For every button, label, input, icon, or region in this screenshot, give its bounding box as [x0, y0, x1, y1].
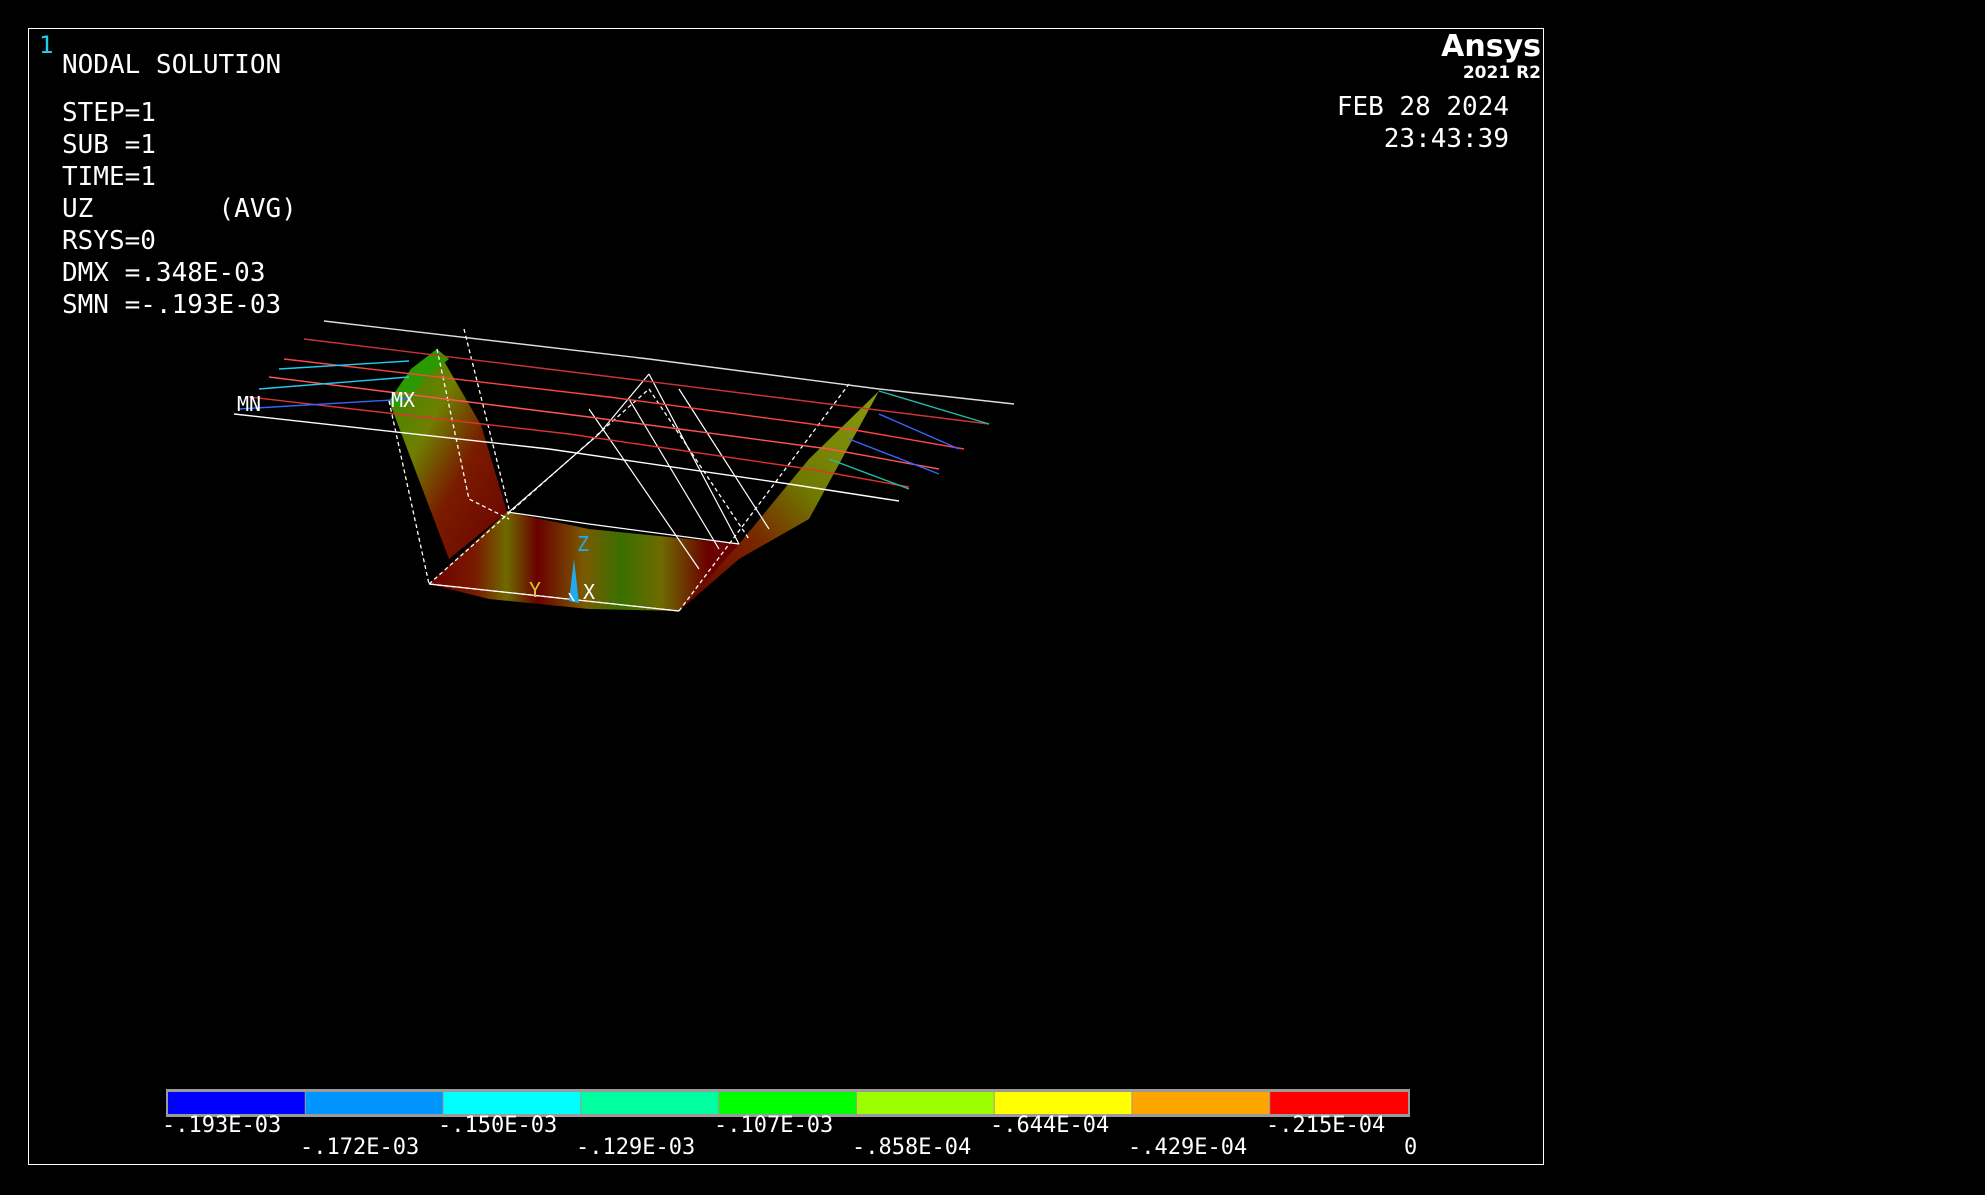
- legend-label-top-2: -.107E-03: [714, 1113, 834, 1138]
- info-component: UZ (AVG): [62, 194, 297, 224]
- legend-label-bottom-2: -.858E-04: [852, 1135, 972, 1160]
- window-number: 1: [39, 31, 54, 59]
- min-marker: MN: [237, 392, 261, 416]
- legend-swatch-6: [994, 1092, 1132, 1114]
- legend-swatch-1: [305, 1092, 443, 1114]
- legend-label-top-3: -.644E-04: [990, 1113, 1110, 1138]
- legend-swatch-4: [719, 1092, 856, 1114]
- model-plot: MN MX Z Y X: [233, 320, 1015, 612]
- brand-name: Ansys: [1441, 29, 1541, 64]
- plot-title: NODAL SOLUTION: [62, 50, 282, 80]
- info-time: TIME=1: [62, 162, 156, 192]
- legend-swatch-8: [1270, 1092, 1408, 1114]
- plot-date: FEB 28 2024: [1336, 92, 1509, 122]
- legend-label-top-1: -.150E-03: [438, 1113, 558, 1138]
- legend-label-bottom-3: -.429E-04: [1128, 1135, 1248, 1160]
- bottom-slab-surface: [429, 512, 739, 611]
- legend-label-top-0: -.193E-03: [162, 1113, 282, 1138]
- ansys-logo: Ansys 2021 R2: [1441, 29, 1541, 84]
- max-marker: MX: [391, 388, 415, 412]
- left-wall-surface: [389, 349, 507, 559]
- legend-label-bottom-4: 0: [1404, 1135, 1418, 1160]
- legend-swatch-2: [443, 1092, 581, 1114]
- triad-y-label: Y: [529, 578, 541, 602]
- legend-label-bottom-0: -.172E-03: [300, 1135, 420, 1160]
- info-smn: SMN =-.193E-03: [62, 290, 282, 320]
- legend-swatch-0: [168, 1092, 305, 1114]
- legend-swatch-7: [1132, 1092, 1270, 1114]
- legend-color-bar: [166, 1089, 1410, 1117]
- info-step: STEP=1: [62, 98, 156, 128]
- contour-legend: -.193E-03 -.150E-03 -.107E-03 -.644E-04 …: [162, 1089, 1417, 1160]
- legend-swatch-5: [856, 1092, 994, 1114]
- right-wall-surface: [679, 391, 879, 611]
- graphics-viewport[interactable]: 1 NODAL SOLUTION STEP=1 SUB =1 TIME=1 UZ…: [28, 28, 1544, 1165]
- info-rsys: RSYS=0: [62, 226, 156, 256]
- info-dmx: DMX =.348E-03: [62, 258, 266, 288]
- plot-time: 23:43:39: [1383, 124, 1509, 154]
- coordinate-triad: Z Y X: [529, 532, 595, 604]
- legend-label-top-4: -.215E-04: [1266, 1113, 1386, 1138]
- legend-swatch-3: [581, 1092, 719, 1114]
- legend-label-bottom-1: -.129E-03: [576, 1135, 696, 1160]
- solution-info: STEP=1 SUB =1 TIME=1 UZ (AVG) RSYS=0 DMX…: [62, 97, 297, 321]
- info-sub: SUB =1: [62, 130, 156, 160]
- triad-x-label: X: [583, 580, 595, 604]
- triad-z-label: Z: [577, 532, 589, 556]
- brand-version: 2021 R2: [1462, 63, 1541, 83]
